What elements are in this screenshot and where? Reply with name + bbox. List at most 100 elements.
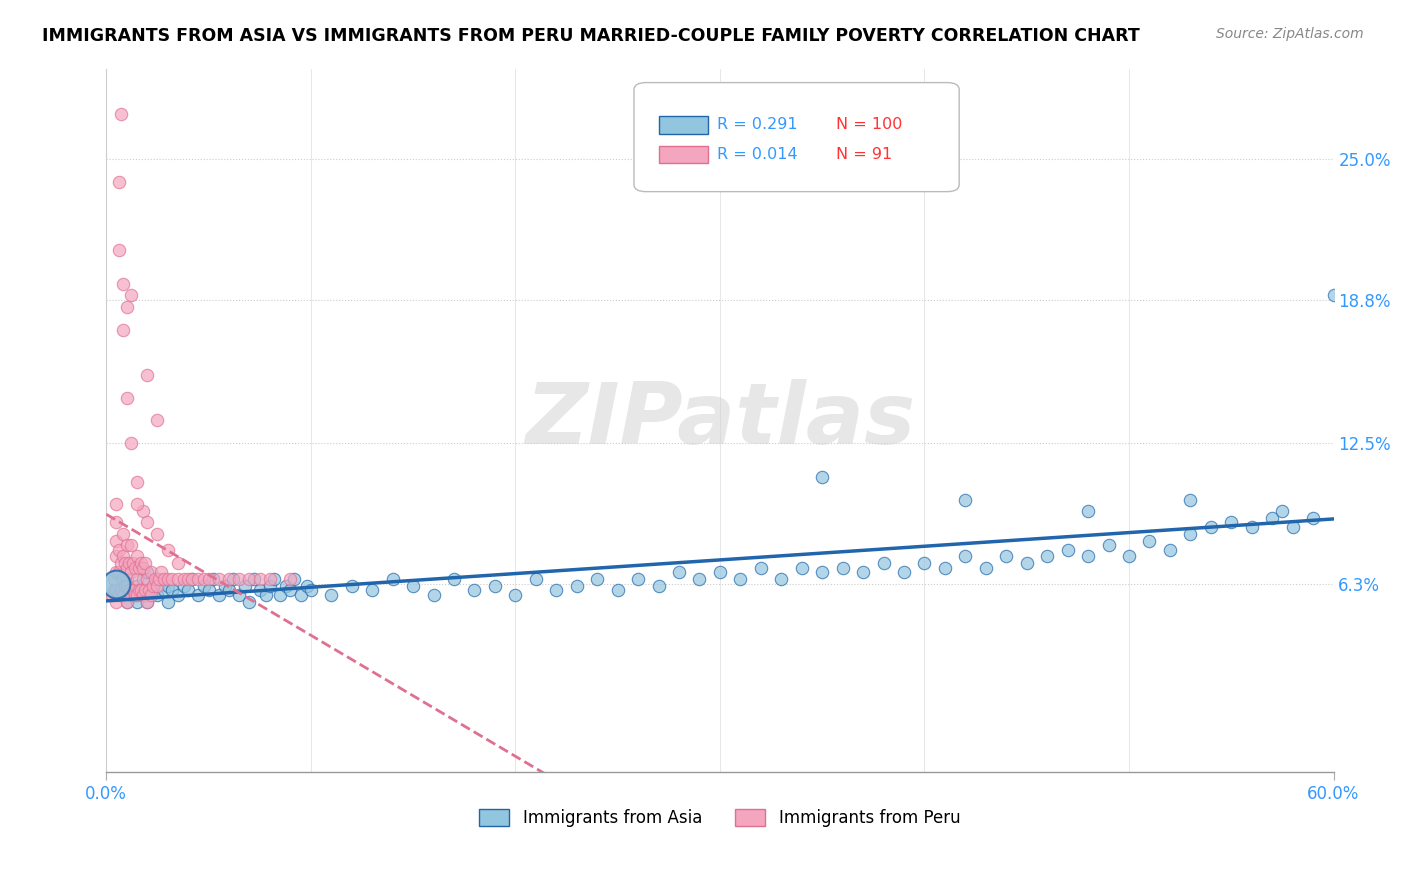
Point (321, 588, 343, 602)
Point (120, 538, 142, 552)
Point (110, 556, 132, 570)
Point (173, 579, 195, 593)
Point (283, 572, 305, 586)
Point (132, 561, 155, 575)
Point (136, 516, 159, 530)
Point (249, 583, 271, 598)
Point (1159, 542, 1181, 557)
Point (146, 413, 169, 427)
Point (278, 572, 301, 586)
Point (187, 588, 209, 602)
Point (222, 572, 245, 586)
Point (254, 588, 277, 602)
Point (197, 572, 219, 586)
Point (173, 572, 195, 586)
Point (115, 300, 138, 314)
Point (114, 579, 136, 593)
Point (208, 588, 231, 602)
Point (105, 588, 128, 602)
Text: Source: ZipAtlas.com: Source: ZipAtlas.com (1216, 27, 1364, 41)
Point (893, 566, 915, 580)
Point (228, 572, 250, 586)
Point (120, 288, 142, 302)
Point (214, 579, 236, 593)
Point (565, 579, 588, 593)
Point (146, 572, 169, 586)
Point (160, 583, 183, 598)
Point (269, 588, 291, 602)
Point (201, 572, 224, 586)
Point (790, 561, 813, 575)
Point (770, 572, 793, 586)
Point (107, 243, 129, 257)
Point (238, 595, 260, 609)
Point (111, 322, 134, 336)
Point (120, 588, 142, 602)
Point (111, 572, 134, 586)
Point (114, 556, 136, 570)
Point (129, 556, 152, 570)
Point (872, 556, 894, 570)
Point (193, 579, 215, 593)
Point (218, 583, 240, 598)
Point (125, 579, 148, 593)
Point (125, 475, 148, 489)
Point (1180, 492, 1202, 507)
Point (1240, 520, 1263, 534)
Point (166, 556, 188, 570)
Point (1302, 511, 1324, 525)
Point (111, 277, 134, 292)
Point (955, 492, 977, 507)
Point (443, 572, 465, 586)
Point (831, 561, 853, 575)
Point (505, 588, 527, 602)
Point (107, 588, 129, 602)
Point (146, 526, 169, 541)
Legend: Immigrants from Asia, Immigrants from Peru: Immigrants from Asia, Immigrants from Pe… (472, 803, 967, 834)
Point (105, 533, 128, 548)
Point (912, 556, 935, 570)
Point (125, 595, 148, 609)
Point (709, 566, 731, 580)
Point (1077, 549, 1099, 564)
Point (115, 579, 138, 593)
Point (132, 572, 155, 586)
Point (647, 579, 669, 593)
Point (138, 583, 160, 598)
FancyBboxPatch shape (658, 146, 707, 163)
Point (111, 583, 134, 598)
Point (110, 107, 132, 121)
Point (586, 572, 609, 586)
Point (107, 175, 129, 189)
Point (146, 579, 169, 593)
Point (197, 583, 219, 598)
Text: N = 91: N = 91 (837, 147, 893, 161)
Point (136, 595, 159, 609)
Point (1118, 549, 1140, 564)
Text: R = 0.014: R = 0.014 (717, 147, 799, 161)
Point (120, 566, 142, 580)
Point (128, 561, 150, 575)
Point (141, 566, 163, 580)
Point (1015, 556, 1038, 570)
FancyBboxPatch shape (658, 116, 707, 134)
Point (105, 549, 128, 564)
Point (627, 572, 650, 586)
Point (181, 572, 204, 586)
Point (290, 588, 312, 602)
Point (132, 588, 155, 602)
Point (134, 583, 156, 598)
Point (121, 556, 143, 570)
Point (136, 595, 159, 609)
Point (107, 566, 129, 580)
Point (238, 572, 260, 586)
Point (146, 588, 169, 602)
Point (263, 572, 285, 586)
Point (1281, 520, 1303, 534)
Text: R = 0.291: R = 0.291 (717, 118, 799, 132)
Point (668, 566, 690, 580)
Point (118, 556, 141, 570)
Point (276, 579, 298, 593)
Point (811, 470, 834, 484)
Point (218, 572, 240, 586)
